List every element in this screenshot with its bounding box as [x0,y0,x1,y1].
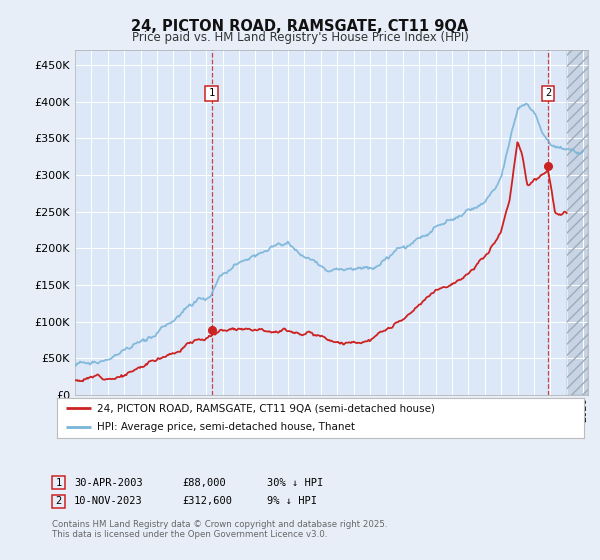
Text: 24, PICTON ROAD, RAMSGATE, CT11 9QA: 24, PICTON ROAD, RAMSGATE, CT11 9QA [131,19,469,34]
Text: 1: 1 [55,478,62,488]
Text: 2: 2 [545,88,551,99]
Text: 1: 1 [208,88,215,99]
Text: 9% ↓ HPI: 9% ↓ HPI [267,496,317,506]
Text: £88,000: £88,000 [182,478,226,488]
Text: 30% ↓ HPI: 30% ↓ HPI [267,478,323,488]
Text: Price paid vs. HM Land Registry's House Price Index (HPI): Price paid vs. HM Land Registry's House … [131,31,469,44]
Bar [52,476,65,489]
Bar [566,50,588,395]
Text: £312,600: £312,600 [182,496,232,506]
Text: 30-APR-2003: 30-APR-2003 [74,478,143,488]
Text: 24, PICTON ROAD, RAMSGATE, CT11 9QA (semi-detached house): 24, PICTON ROAD, RAMSGATE, CT11 9QA (sem… [97,404,434,413]
Text: 2: 2 [55,496,62,506]
Text: Contains HM Land Registry data © Crown copyright and database right 2025.
This d: Contains HM Land Registry data © Crown c… [52,520,388,539]
Text: HPI: Average price, semi-detached house, Thanet: HPI: Average price, semi-detached house,… [97,422,355,432]
Text: 10-NOV-2023: 10-NOV-2023 [74,496,143,506]
Bar [566,50,588,395]
Bar [52,494,65,508]
